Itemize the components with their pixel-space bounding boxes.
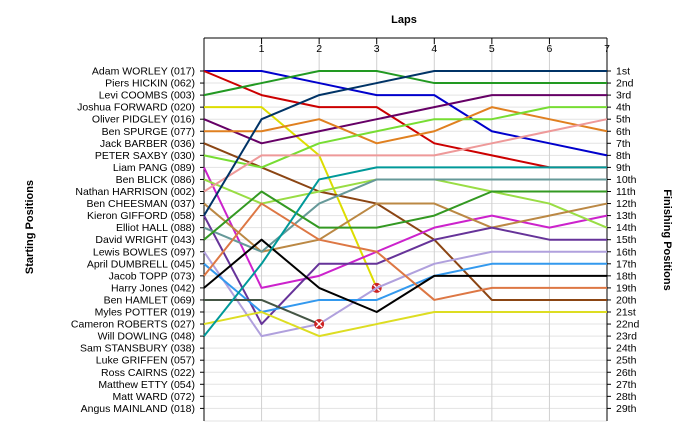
x-tick-label: 4 [431,43,437,55]
finish-position-label: 28th [616,391,637,403]
start-position-label: Joshua FORWARD (020) [77,102,195,114]
start-position-label: Jack BARBER (036) [100,138,195,150]
finish-position-label: 13th [616,210,637,222]
finish-position-label: 29th [616,403,637,415]
x-tick-label: 1 [259,43,265,55]
start-position-label: Will DOWLING (048) [98,331,195,343]
finish-position-label: 14th [616,222,637,234]
start-position-label: Levi COOMBS (003) [99,90,195,102]
finish-position-label: 26th [616,367,637,379]
finish-position-label: 11th [616,186,636,198]
finish-position-label: 17th [616,258,637,270]
finish-position-label: 21st [616,307,636,319]
start-position-label: Sam STANSBURY (038) [80,343,195,355]
finish-position-label: 6th [616,126,631,138]
rider-series-line [203,106,607,169]
finish-position-label: 23rd [616,331,637,343]
rider-series-line [203,190,607,241]
y-axis-label-right: Finishing Positions [661,189,673,290]
finish-position-label: 4th [616,102,631,114]
rider-series-line [203,238,607,313]
start-position-label: Luke GRIFFEN (057) [96,355,195,367]
start-position-label: Liam PANG (089) [113,162,195,174]
start-position-label: Harry Jones (042) [111,282,195,294]
finish-position-label: 3rd [616,90,631,102]
series-layer [203,70,608,338]
finish-position-label: 16th [616,246,637,258]
rider-series-line [203,178,607,253]
grid-layer: 1234567 [200,37,611,422]
start-position-label: Piers HICKIN (062) [105,78,195,90]
rider-series-line [203,262,607,313]
finish-position-label: 8th [616,150,631,162]
start-position-label: Ben SPURGE (077) [102,126,195,138]
start-position-label: Elliot HALL (088) [116,222,195,234]
start-position-label: Ben BLICK (086) [116,174,195,186]
start-position-label: Nathan HARRISON (002) [75,186,195,198]
start-position-label: Cameron ROBERTS (027) [71,319,195,331]
start-position-label: Angus MAINLAND (018) [81,403,195,415]
finish-position-label: 10th [616,174,637,186]
finish-position-label: 18th [616,270,637,282]
start-position-label: April DUMBRELL (045) [87,258,195,270]
rider-series-line [203,215,607,326]
dnf-cross-icon [315,320,323,328]
rider-series-line [203,202,607,301]
x-tick-label: 3 [374,43,380,55]
rider-series-line [203,118,608,193]
start-position-label: David WRIGHT (043) [95,234,195,246]
rider-series-line [204,106,608,145]
start-position-label: Ben CHEESMAN (037) [86,198,195,210]
rider-series-line [203,166,608,289]
start-position-label: Myles POTTER (019) [95,307,195,319]
start-position-label: Lewis BOWLES (097) [93,246,195,258]
finish-position-label: 7th [616,138,631,150]
start-position-label: Matt WARD (072) [113,391,195,403]
finish-position-label: 19th [616,282,637,294]
x-tick-label: 6 [547,43,553,55]
finish-position-label: 5th [616,114,631,126]
rider-series-line [204,298,320,325]
x-tick-label: 2 [316,43,322,55]
start-position-label: Ben HAMLET (069) [104,294,195,306]
finish-position-label: 2nd [616,78,634,90]
x-tick-label: 5 [489,43,495,55]
rider-series-line [204,70,608,157]
finish-position-label: 25th [616,355,637,367]
finish-position-label: 9th [616,162,631,174]
finish-position-label: 12th [616,198,637,210]
label-layer: Adam WORLEY (017)Piers HICKIN (062)Levi … [71,66,640,415]
y-axis-label-left: Starting Positions [24,180,36,274]
start-position-label: Matthew ETTY (054) [98,379,195,391]
finish-position-label: 1st [616,66,630,78]
finish-position-label: 24th [616,343,637,355]
rider-series-line [203,70,607,217]
start-position-label: Kieron GIFFORD (058) [87,210,195,222]
rider-series-line [203,94,607,145]
chart-title: Laps [391,14,417,26]
rider-series-line [203,166,607,337]
finish-position-label: 27th [616,379,637,391]
finish-position-label: 22nd [616,319,640,331]
start-position-label: Oliver PIDGLEY (016) [92,114,195,126]
rider-series-line [203,311,607,338]
finish-position-label: 15th [616,234,637,246]
start-position-label: Ross CAIRNS (022) [101,367,195,379]
start-position-label: Adam WORLEY (017) [92,66,195,78]
start-position-label: PETER SAXBY (030) [95,150,195,162]
start-position-label: Jacob TOPP (073) [109,270,195,282]
finish-position-label: 20th [616,294,637,306]
